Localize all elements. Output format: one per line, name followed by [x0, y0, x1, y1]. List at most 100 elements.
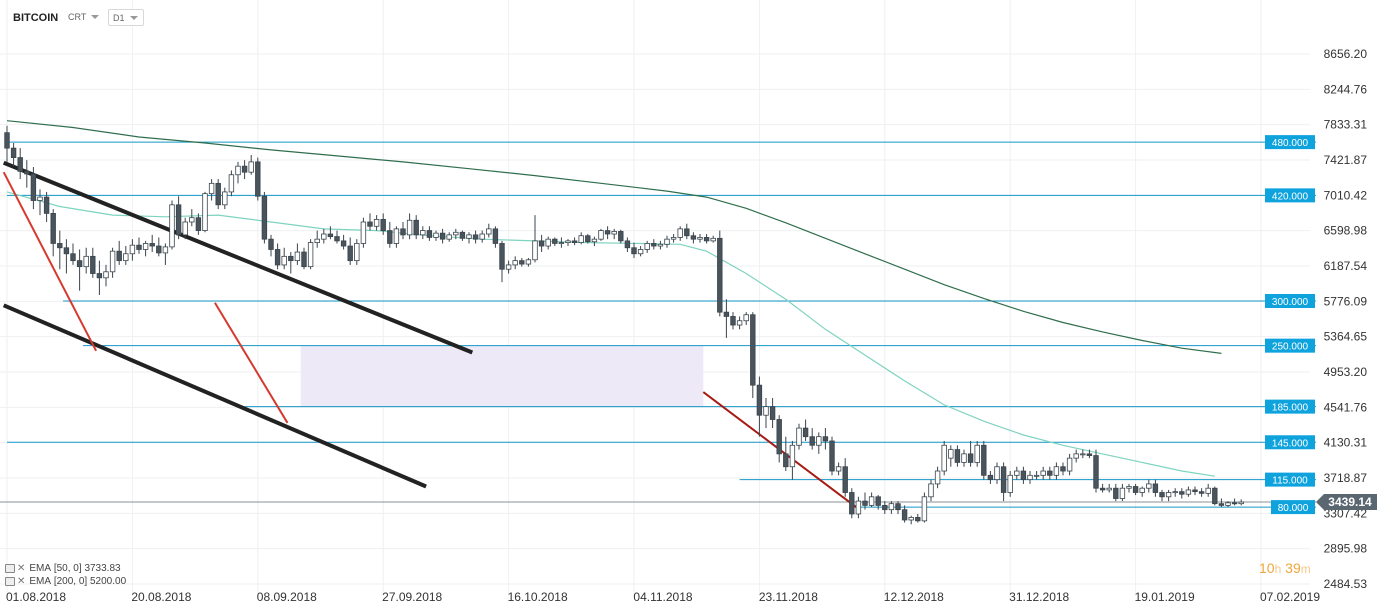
chevron-down-icon: [91, 15, 99, 19]
candle-body: [901, 509, 908, 521]
candle-body: [182, 221, 188, 236]
candle-body: [109, 250, 116, 273]
candle-body: [274, 249, 281, 266]
y-tick-label: 8656.20: [1324, 47, 1368, 61]
candle-body: [103, 271, 109, 279]
candle-body: [10, 147, 17, 158]
level-label: 250.000: [1272, 342, 1309, 353]
candle-body: [426, 230, 433, 238]
candle-body: [525, 259, 532, 265]
y-tick-label: 4130.31: [1324, 436, 1368, 450]
candle-body: [1000, 466, 1007, 493]
candle-body: [1212, 487, 1218, 505]
candle-body: [842, 466, 848, 493]
y-tick-label: 5364.65: [1324, 330, 1368, 344]
countdown-minutes-unit: m: [1300, 562, 1311, 576]
candle-body: [202, 193, 208, 231]
candle-body: [796, 427, 802, 446]
candle-body: [261, 195, 268, 240]
candle-body: [136, 244, 142, 250]
candle-body: [809, 436, 815, 446]
trendline-red: [214, 302, 289, 424]
candle-body: [208, 182, 215, 195]
candle-body: [512, 260, 518, 266]
settings-icon[interactable]: [5, 563, 15, 573]
candle-body: [1139, 487, 1145, 493]
candle-body: [644, 243, 650, 250]
x-tick-label: 16.10.2018: [508, 590, 568, 604]
x-tick-label: 23.11.2018: [759, 590, 818, 604]
candle-body: [307, 242, 314, 268]
close-icon[interactable]: ✕: [17, 576, 26, 587]
candle-body: [314, 238, 320, 244]
candle-body: [70, 253, 76, 262]
candle-body: [472, 234, 479, 240]
indicator-ema50: ✕ EMA [50, 0] 3733.83: [5, 563, 121, 574]
candle-body: [1047, 470, 1053, 476]
candle-body: [479, 233, 485, 240]
candle-body: [288, 255, 294, 262]
candle-body: [1119, 487, 1126, 499]
candle-body: [618, 231, 624, 242]
candle-body: [1073, 453, 1079, 459]
trendline-black: [2, 303, 427, 489]
candle-body: [941, 444, 947, 472]
x-tick-label: 07.02.2019: [1260, 590, 1320, 604]
candle-body: [1198, 491, 1205, 494]
candle-body: [802, 427, 809, 438]
candle-body: [657, 243, 664, 247]
candle-body: [57, 243, 63, 249]
candle-body: [347, 245, 353, 262]
interval-label: D1: [113, 13, 125, 23]
candle-body: [360, 221, 367, 244]
interval-dropdown[interactable]: D1: [108, 9, 144, 26]
indicator-ema200: ✕ EMA [200, 0] 5200.00: [5, 576, 126, 587]
x-tick-label: 19.01.2019: [1135, 590, 1195, 604]
candle-body: [156, 245, 162, 254]
candle-body: [1205, 487, 1211, 494]
candle-body: [1172, 491, 1178, 494]
candle-body: [591, 238, 598, 243]
level-label-bg: [1271, 500, 1315, 515]
candle-body: [822, 436, 829, 442]
indicator-value: 5200.00: [89, 576, 127, 587]
candle-body: [961, 453, 967, 463]
candle-body: [710, 237, 716, 242]
settings-icon[interactable]: [5, 576, 15, 586]
ema200-line: [6, 120, 1222, 354]
candle-body: [24, 170, 30, 175]
close-icon[interactable]: ✕: [17, 563, 26, 574]
candle-body: [538, 240, 545, 247]
candle-body: [255, 161, 261, 197]
candle-body: [1106, 487, 1112, 491]
candle-body: [301, 251, 307, 268]
candle-body: [43, 196, 50, 214]
level-label: 300.000: [1272, 297, 1309, 308]
candle-body: [967, 453, 974, 463]
candle-body: [756, 384, 763, 416]
chevron-down-icon: [130, 16, 138, 20]
candle-body: [505, 264, 512, 270]
chart-type-dropdown[interactable]: CRT: [64, 9, 104, 26]
candle-body: [1020, 470, 1027, 481]
candle-body: [545, 238, 551, 247]
candle-body: [624, 240, 631, 249]
candle-body: [420, 230, 426, 236]
candle-body: [697, 237, 703, 240]
candle-body: [433, 232, 439, 238]
candle-body: [750, 314, 756, 386]
candle-body: [703, 237, 710, 242]
candle-body: [1053, 466, 1060, 476]
candle-body: [987, 474, 994, 481]
candle-body: [776, 419, 782, 455]
chart-type-label: CRT: [68, 12, 87, 22]
candle-body: [631, 247, 637, 255]
candle-body: [690, 235, 697, 240]
symbol-name[interactable]: BITCOIN: [13, 12, 59, 24]
candle-body: [248, 161, 254, 173]
y-tick-label: 6187.54: [1324, 259, 1368, 273]
candle-body: [1007, 474, 1013, 493]
level-label: 480.000: [1272, 138, 1309, 149]
candle-body: [921, 496, 928, 522]
